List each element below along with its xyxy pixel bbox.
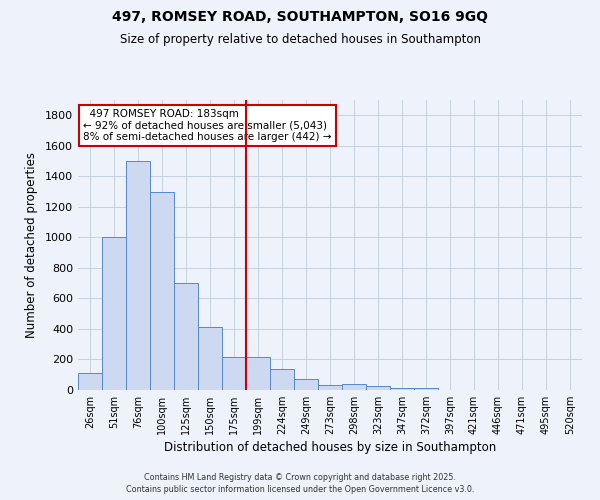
Bar (78, 373, 102, 390)
Bar (342, 384, 366, 390)
Bar (366, 386, 390, 390)
Text: Size of property relative to detached houses in Southampton: Size of property relative to detached ho… (119, 32, 481, 46)
Bar (246, 357, 270, 390)
Bar (390, 388, 414, 390)
X-axis label: Distribution of detached houses by size in Southampton: Distribution of detached houses by size … (164, 441, 496, 454)
Bar (222, 357, 246, 390)
Bar (318, 386, 342, 390)
Bar (126, 161, 150, 390)
Text: 497 ROMSEY ROAD: 183sqm
← 92% of detached houses are smaller (5,043)
8% of semi-: 497 ROMSEY ROAD: 183sqm ← 92% of detache… (83, 108, 332, 142)
Text: Contains HM Land Registry data © Crown copyright and database right 2025.: Contains HM Land Registry data © Crown c… (144, 472, 456, 482)
Bar (198, 328, 222, 390)
Bar (414, 388, 438, 390)
Text: Contains public sector information licensed under the Open Government Licence v3: Contains public sector information licen… (126, 485, 474, 494)
Bar (294, 378, 318, 390)
Bar (174, 283, 198, 390)
Bar (102, 238, 126, 390)
Text: 497, ROMSEY ROAD, SOUTHAMPTON, SO16 9GQ: 497, ROMSEY ROAD, SOUTHAMPTON, SO16 9GQ (112, 10, 488, 24)
Y-axis label: Number of detached properties: Number of detached properties (25, 152, 38, 338)
Bar (270, 370, 294, 390)
Bar (150, 192, 174, 390)
